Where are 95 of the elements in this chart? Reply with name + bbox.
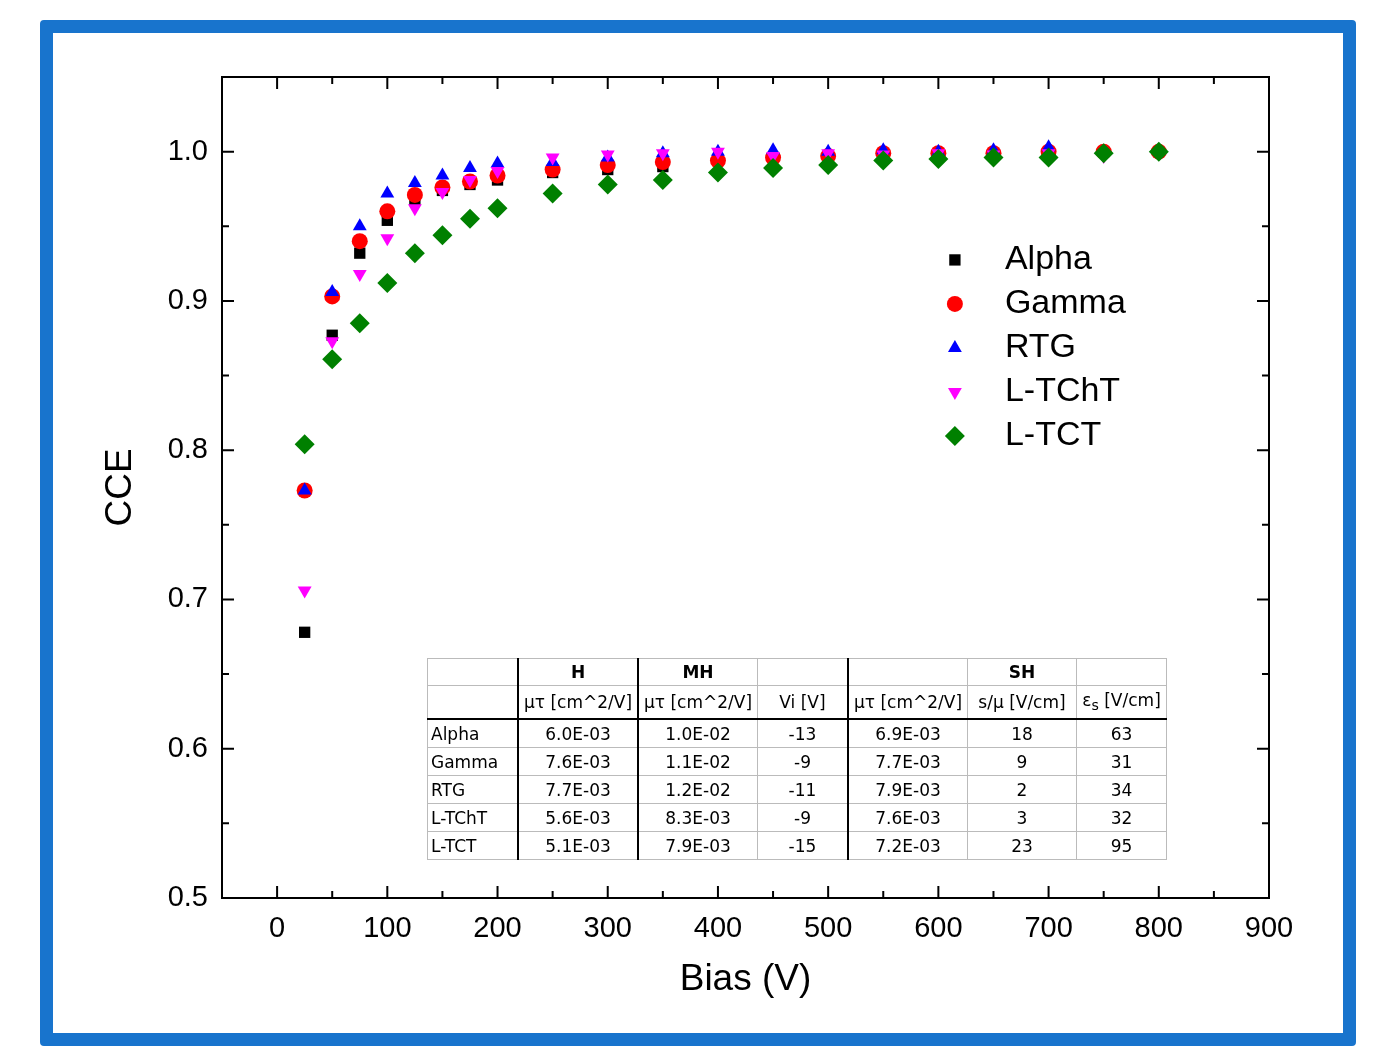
- annotation: 23: [967, 831, 1077, 860]
- point: [1038, 147, 1059, 168]
- annotation: 7.9E-03: [848, 775, 968, 804]
- point: [873, 150, 894, 171]
- annotation: MH: [638, 658, 758, 686]
- point: [351, 233, 368, 250]
- annotation: 7.7E-03: [848, 747, 968, 776]
- annotation: s/μ [V/cm]: [967, 685, 1077, 719]
- legend-label: L-TChT: [1004, 370, 1121, 409]
- annotation: 7.6E-03: [848, 803, 968, 832]
- point: [463, 160, 477, 173]
- annotation: Gamma: [427, 747, 518, 776]
- point: [432, 225, 453, 246]
- point: [459, 208, 480, 229]
- point: [349, 313, 370, 334]
- point: [322, 349, 343, 370]
- x-tick-label: 200: [473, 911, 522, 944]
- point: [707, 162, 728, 183]
- annotation: -15: [757, 831, 848, 860]
- point: [487, 198, 508, 219]
- y-tick-label: 0.5: [167, 880, 208, 912]
- point: [818, 155, 839, 176]
- point: [294, 434, 315, 455]
- legend-label: Gamma: [1004, 282, 1126, 321]
- annotation: μτ [cm^2/V]: [638, 685, 758, 719]
- annotation: 32: [1076, 803, 1167, 832]
- point: [377, 273, 398, 293]
- annotation: Vi [V]: [757, 685, 848, 719]
- annotation: 1.2E-02: [638, 775, 758, 804]
- annotation: 7.7E-03: [518, 775, 638, 804]
- annotation: 2: [967, 775, 1077, 804]
- y-tick-label: 0.7: [167, 581, 208, 614]
- point: [297, 586, 312, 599]
- y-tick-label: 0.6: [167, 730, 208, 763]
- annotation: L-TChT: [427, 803, 518, 832]
- annotation: 31: [1076, 747, 1167, 776]
- annotation: -11: [757, 775, 848, 804]
- annotation: μτ [cm^2/V]: [848, 685, 968, 719]
- point: [299, 626, 311, 638]
- point: [406, 186, 423, 203]
- annotation: -9: [757, 747, 848, 776]
- point: [379, 203, 396, 220]
- point: [380, 185, 395, 198]
- x-tick-label: 300: [583, 911, 632, 944]
- annotation: 3: [967, 803, 1077, 832]
- annotation: 5.6E-03: [518, 803, 638, 832]
- y-tick-label: 0.9: [167, 282, 208, 315]
- point: [404, 243, 425, 264]
- annotation: 6.0E-03: [518, 719, 638, 748]
- annotation: H: [518, 658, 638, 686]
- annotation: RTG: [427, 775, 518, 804]
- point: [763, 158, 784, 179]
- annotation: 5.1E-03: [518, 831, 638, 860]
- annotation: 34: [1076, 775, 1167, 804]
- point: [435, 167, 450, 180]
- x-tick-label: 400: [693, 911, 743, 944]
- annotation: Alpha: [427, 719, 518, 748]
- point: [597, 174, 618, 195]
- legend-label: L-TCT: [1004, 414, 1102, 453]
- x-tick-label: 500: [803, 911, 853, 944]
- annotation: L-TCT: [427, 831, 518, 860]
- annotation: 6.9E-03: [848, 719, 968, 748]
- annotation: -13: [757, 719, 848, 748]
- annotation: 1.1E-02: [638, 747, 758, 776]
- y-tick-label: 1.0: [167, 133, 208, 166]
- annotation: SH: [967, 658, 1077, 686]
- point: [490, 155, 505, 168]
- annotation: 1.0E-02: [638, 719, 758, 748]
- y-tick-label: 0.8: [167, 432, 208, 465]
- annotation: 9: [967, 747, 1077, 776]
- y-axis-title: CCE: [98, 448, 140, 527]
- point: [928, 149, 949, 170]
- annotation: -9: [757, 803, 848, 832]
- annotation: ε$_{s}$ [V/cm]: [1076, 685, 1167, 719]
- annotation: 18: [967, 719, 1077, 748]
- legend-label: RTG: [1004, 326, 1077, 365]
- legend-label: Alpha: [1004, 238, 1092, 277]
- x-axis-title: Bias (V): [679, 957, 812, 998]
- x-tick-label: 100: [363, 911, 412, 944]
- annotation: 63: [1076, 719, 1167, 748]
- point: [352, 218, 367, 231]
- x-tick-label: 900: [1244, 911, 1294, 944]
- point: [542, 183, 563, 204]
- annotation: 7.2E-03: [848, 831, 968, 860]
- x-tick-label: 700: [1024, 911, 1073, 944]
- annotation: μτ [cm^2/V]: [518, 685, 638, 719]
- annotation: 8.3E-03: [638, 803, 758, 832]
- point: [983, 147, 1004, 168]
- annotation: 95: [1076, 831, 1167, 860]
- x-tick-label: 0: [269, 911, 286, 944]
- x-tick-label: 600: [914, 911, 963, 944]
- x-tick-label: 800: [1134, 911, 1183, 944]
- annotation: 7.6E-03: [518, 747, 638, 776]
- annotation: 7.9E-03: [638, 831, 758, 860]
- point: [652, 170, 673, 190]
